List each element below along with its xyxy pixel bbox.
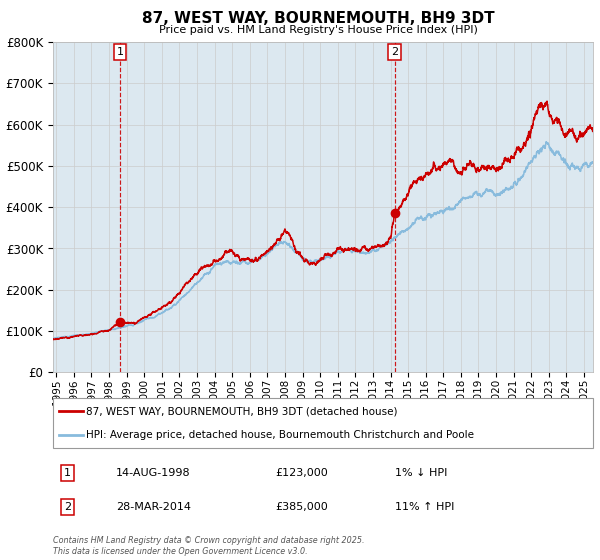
Text: 14-AUG-1998: 14-AUG-1998 xyxy=(116,468,190,478)
Text: 2: 2 xyxy=(64,502,71,512)
Text: 1: 1 xyxy=(116,47,124,57)
Text: HPI: Average price, detached house, Bournemouth Christchurch and Poole: HPI: Average price, detached house, Bour… xyxy=(86,431,474,440)
Text: Price paid vs. HM Land Registry's House Price Index (HPI): Price paid vs. HM Land Registry's House … xyxy=(158,25,478,35)
Text: 87, WEST WAY, BOURNEMOUTH, BH9 3DT (detached house): 87, WEST WAY, BOURNEMOUTH, BH9 3DT (deta… xyxy=(86,406,398,416)
Text: £385,000: £385,000 xyxy=(275,502,328,512)
Text: 28-MAR-2014: 28-MAR-2014 xyxy=(116,502,191,512)
Text: 1% ↓ HPI: 1% ↓ HPI xyxy=(395,468,447,478)
Text: £123,000: £123,000 xyxy=(275,468,328,478)
Text: 11% ↑ HPI: 11% ↑ HPI xyxy=(395,502,454,512)
Text: 1: 1 xyxy=(64,468,71,478)
Text: 87, WEST WAY, BOURNEMOUTH, BH9 3DT: 87, WEST WAY, BOURNEMOUTH, BH9 3DT xyxy=(142,11,494,26)
Text: Contains HM Land Registry data © Crown copyright and database right 2025.
This d: Contains HM Land Registry data © Crown c… xyxy=(53,536,364,556)
Text: 2: 2 xyxy=(391,47,398,57)
